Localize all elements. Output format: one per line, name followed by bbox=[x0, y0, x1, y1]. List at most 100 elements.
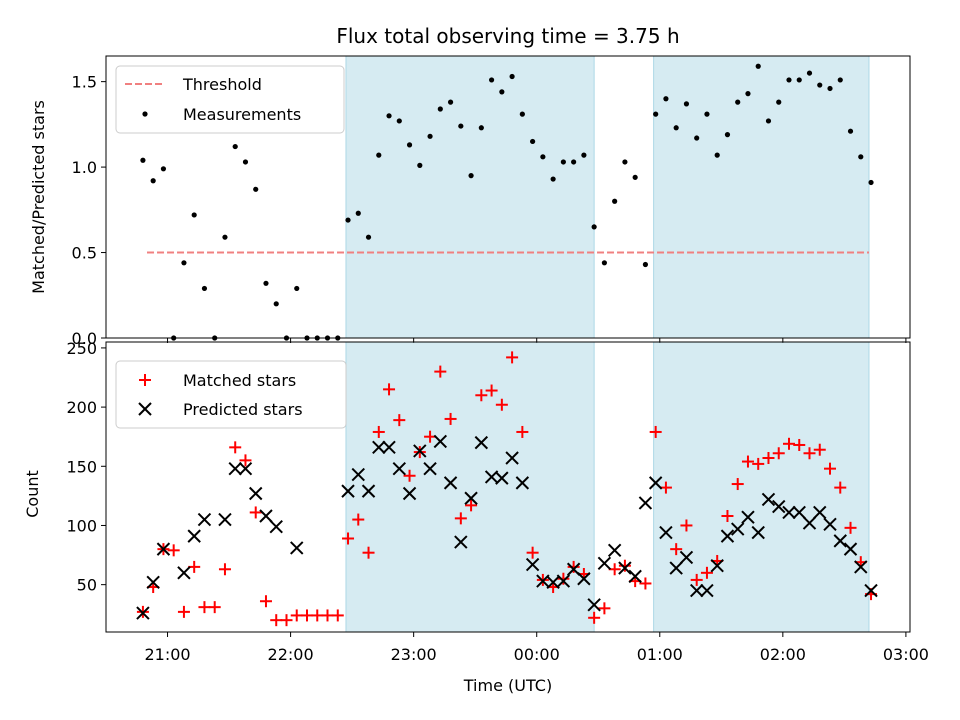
matched-star-point bbox=[301, 609, 313, 622]
predicted-marker-b bbox=[618, 561, 632, 575]
predicted-marker-b bbox=[525, 557, 540, 572]
predicted-star-point bbox=[669, 561, 683, 575]
predicted-star-point bbox=[700, 583, 714, 598]
matched-star-point bbox=[403, 469, 416, 482]
predicted-star-point bbox=[402, 486, 417, 501]
measurement-point bbox=[806, 70, 813, 76]
matched-star-point bbox=[516, 425, 529, 438]
predicted-star-point bbox=[413, 444, 427, 458]
predicted-marker-b bbox=[156, 542, 171, 556]
bottom-y-tick-label: 200 bbox=[66, 398, 97, 417]
predicted-star-point bbox=[218, 512, 232, 527]
top-y-tick-label: 1.0 bbox=[72, 158, 97, 177]
top-plot-frame bbox=[105, 55, 911, 339]
predicted-marker-b bbox=[146, 575, 160, 589]
matched-star-point bbox=[208, 601, 221, 614]
matched-star-point bbox=[177, 605, 190, 618]
legend-predicted-swatch bbox=[138, 402, 152, 416]
predicted-star-point bbox=[638, 496, 653, 510]
bottom-x-tick-label: 00:00 bbox=[514, 645, 560, 664]
predicted-marker-b bbox=[741, 510, 755, 524]
predicted-marker-b bbox=[751, 525, 765, 540]
measurement-point bbox=[755, 63, 761, 69]
matched-star-point bbox=[659, 481, 672, 494]
predicted-star-point bbox=[156, 542, 171, 556]
matched-star-point bbox=[680, 519, 693, 532]
measurement-point bbox=[560, 159, 566, 165]
measurement-point bbox=[724, 132, 731, 138]
predicted-marker-b bbox=[197, 512, 212, 527]
measurement-point bbox=[663, 96, 669, 102]
measurement-point bbox=[242, 159, 249, 165]
predicted-star-point bbox=[741, 510, 755, 524]
predicted-star-point bbox=[228, 461, 242, 476]
measurement-point bbox=[386, 113, 392, 119]
measurement-point bbox=[458, 123, 464, 129]
predicted-marker-b bbox=[505, 451, 519, 465]
measurement-point bbox=[355, 210, 361, 216]
matched-star-point bbox=[167, 544, 180, 557]
matched-star-point bbox=[259, 595, 272, 608]
predicted-star-point bbox=[731, 522, 745, 536]
measurement-point bbox=[427, 133, 433, 139]
top-panel: 0.0 0.5 1.0 1.5 Matched/Predicted stars Thr… bbox=[29, 55, 911, 348]
predicted-marker-b bbox=[556, 574, 571, 588]
matched-star-point bbox=[782, 437, 795, 450]
measurement-point bbox=[181, 260, 187, 266]
matched-star-point bbox=[188, 560, 201, 573]
bottom-x-axis: 21:00 22:00 23:00 00:00 01:00 02:00 03:00 bbox=[144, 632, 929, 664]
predicted-marker-b bbox=[577, 572, 591, 586]
predicted-marker-b bbox=[238, 461, 253, 476]
predicted-star-point bbox=[474, 435, 489, 450]
matched-star-point bbox=[290, 609, 303, 622]
measurement-point bbox=[417, 162, 423, 168]
predicted-star-point bbox=[505, 451, 519, 465]
top-y-axis-label: Matched/Predicted stars bbox=[29, 100, 48, 294]
bottom-y-tick-label: 100 bbox=[66, 516, 97, 535]
measurement-point bbox=[468, 173, 474, 179]
predicted-star-point bbox=[577, 572, 591, 586]
bottom-legend: Matched stars Predicted stars bbox=[115, 360, 347, 429]
matched-star-point bbox=[793, 438, 806, 451]
matched-star-point bbox=[485, 384, 498, 397]
measurement-point bbox=[735, 99, 741, 105]
predicted-star-point bbox=[443, 476, 458, 490]
bottom-matched-points bbox=[136, 351, 878, 627]
measurement-point bbox=[478, 125, 484, 131]
top-shaded-regions bbox=[345, 55, 870, 339]
predicted-marker-b bbox=[136, 606, 150, 620]
measurement-point bbox=[847, 128, 854, 134]
matched-star-point bbox=[229, 441, 242, 454]
matched-star-point bbox=[813, 443, 826, 456]
predicted-star-point bbox=[761, 492, 776, 507]
measurement-point bbox=[396, 118, 402, 124]
predicted-star-point bbox=[843, 542, 858, 556]
predicted-star-point bbox=[792, 505, 806, 520]
predicted-marker-b bbox=[392, 461, 407, 476]
predicted-star-point bbox=[433, 434, 448, 449]
measurement-point bbox=[530, 138, 536, 145]
predicted-marker-b bbox=[772, 499, 786, 514]
predicted-star-point bbox=[854, 560, 868, 574]
predicted-marker-b bbox=[782, 505, 796, 520]
predicted-star-point bbox=[648, 476, 663, 490]
measurement-point bbox=[776, 99, 782, 105]
predicted-star-point bbox=[525, 557, 540, 572]
predicted-star-point bbox=[146, 575, 160, 589]
predicted-marker-b bbox=[669, 561, 683, 575]
matched-star-point bbox=[475, 389, 488, 402]
measurement-point bbox=[406, 142, 413, 148]
legend-measurements-swatch bbox=[142, 111, 148, 117]
measurement-point bbox=[786, 77, 792, 83]
matched-star-point bbox=[526, 546, 539, 559]
matched-star-point bbox=[772, 447, 785, 460]
matched-star-point bbox=[844, 521, 857, 534]
predicted-star-point bbox=[597, 556, 612, 571]
predicted-marker-b bbox=[597, 556, 612, 571]
predicted-marker-b bbox=[187, 529, 201, 543]
matched-star-point bbox=[239, 454, 252, 467]
top-y-tick-label: 0.5 bbox=[72, 244, 97, 263]
matched-star-point bbox=[598, 602, 611, 615]
matched-star-point bbox=[824, 462, 837, 475]
predicted-marker-b bbox=[710, 559, 724, 573]
